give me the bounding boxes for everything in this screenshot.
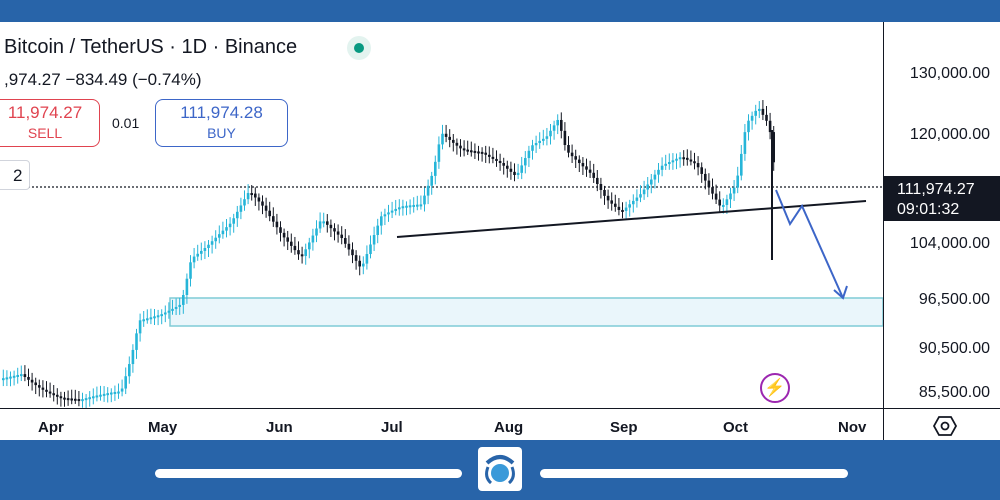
quantity-input[interactable]: 2 (0, 160, 30, 190)
app-logo-icon (478, 447, 522, 491)
projection-path (775, 189, 844, 299)
candlestick-chart (0, 100, 883, 408)
top-banner (0, 0, 1000, 22)
spread-value: 0.01 (112, 115, 140, 131)
buy-button[interactable]: 111,974.28 BUY (155, 99, 288, 147)
time-tick: Aug (494, 419, 524, 436)
price-tick: 104,000.00 (909, 235, 990, 252)
sell-price: 11,974.27 (7, 103, 83, 122)
price-tick: 85,500.00 (918, 384, 990, 401)
current-price-tag: 111,974.27 09:01:32 (884, 176, 1000, 221)
chart-canvas[interactable] (0, 22, 883, 408)
buy-label: BUY (207, 125, 236, 141)
lightning-icon[interactable]: ⚡ (760, 373, 790, 403)
trendline (396, 200, 867, 238)
decorative-line-left (155, 469, 462, 478)
price-tick: 120,000.00 (909, 126, 990, 143)
price-tick: 90,500.00 (918, 340, 990, 357)
time-tick: May (148, 419, 178, 436)
decorative-line-right (540, 469, 848, 478)
time-axis[interactable]: Apr May Jun Jul Aug Sep Oct Nov (0, 408, 883, 440)
price-tick: 130,000.00 (909, 65, 990, 82)
gear-icon[interactable] (932, 415, 958, 437)
symbol-title[interactable]: Bitcoin / TetherUS · 1D · Binance (4, 36, 298, 58)
sell-button[interactable]: 11,974.27 SELL (0, 99, 100, 147)
time-tick: Jul (381, 419, 403, 436)
sell-label: SELL (27, 125, 63, 141)
current-price: 111,974.27 (897, 181, 975, 198)
bar-countdown: 09:01:32 (897, 201, 960, 218)
time-tick: Jun (266, 419, 293, 436)
price-tick: 96,500.00 (918, 291, 990, 308)
support-zone (169, 297, 883, 327)
time-tick: Apr (38, 419, 64, 436)
time-tick: Sep (610, 419, 638, 436)
buy-price: 111,974.28 (180, 103, 263, 122)
market-status-icon (347, 36, 371, 60)
time-tick: Nov (838, 419, 867, 436)
time-tick: Oct (723, 419, 749, 436)
ohlc-values: ,974.27 −834.49 (−0.74%) (4, 70, 202, 89)
